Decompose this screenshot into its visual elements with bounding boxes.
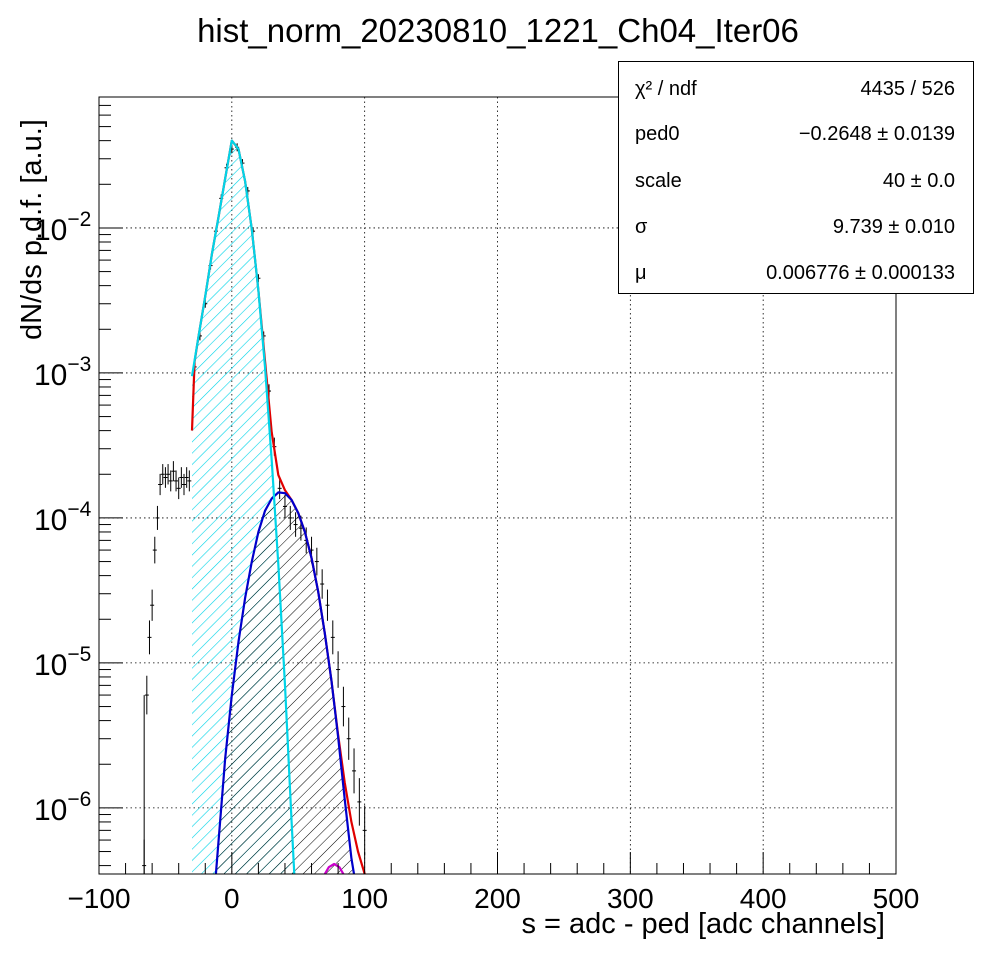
axis-ticks — [98, 96, 897, 874]
y-tick-label: 10−3 — [34, 353, 91, 392]
histogram-point — [293, 512, 298, 537]
histogram-point — [325, 589, 330, 621]
histogram-point — [144, 675, 149, 715]
fill-regions — [192, 140, 354, 874]
second_peak-fit-curve — [323, 862, 345, 874]
histogram-point — [147, 620, 152, 655]
histogram-point — [282, 494, 287, 518]
histogram-point — [314, 547, 319, 576]
stat-name: σ — [635, 216, 648, 238]
histogram-point — [182, 473, 187, 496]
x-tick-label: 500 — [873, 883, 920, 914]
histogram-point — [341, 686, 346, 727]
x-tick-label: 100 — [341, 883, 388, 914]
histogram-point — [152, 536, 157, 564]
y-axis-label: dN/ds p.d.f. [a.u.] — [16, 119, 48, 340]
stat-row-sigma: σ 9.739 ± 0.010 — [635, 216, 955, 246]
histogram-point — [336, 651, 341, 688]
histogram — [142, 143, 367, 874]
x-tick-label: 200 — [474, 883, 521, 914]
histogram-point — [160, 464, 165, 485]
x-tick-label: −100 — [67, 883, 130, 914]
histogram-point — [179, 467, 184, 488]
x-axis-label: s = adc - ped [adc channels] — [521, 908, 885, 940]
histogram-point — [357, 778, 362, 826]
stat-value: 4435 / 526 — [860, 78, 955, 100]
stat-name: χ² / ndf — [635, 78, 697, 100]
stat-value: 9.739 ± 0.010 — [832, 216, 955, 238]
histogram-point — [174, 470, 179, 492]
histogram-point — [150, 589, 155, 621]
y-tick-label: 10−5 — [34, 643, 91, 682]
x-tick-label: 400 — [740, 883, 787, 914]
fit-statistics-box: χ² / ndf 4435 / 526 ped0 −0.2648 ± 0.013… — [618, 61, 974, 294]
stat-row-scale: scale 40 ± 0.0 — [635, 170, 955, 200]
fit-curves — [190, 139, 366, 874]
histogram-point — [330, 620, 335, 655]
histogram-point — [171, 461, 176, 482]
histogram-point — [155, 505, 160, 530]
stat-value: 0.006776 ± 0.000133 — [766, 262, 955, 284]
histogram-point — [288, 505, 293, 530]
signal-fit-curve — [214, 491, 356, 874]
histogram-point — [320, 569, 325, 599]
stat-row-chi2: χ² / ndf 4435 / 526 — [635, 78, 955, 108]
stat-value: 40 ± 0.0 — [882, 170, 955, 192]
pedestal-fit-curve — [190, 139, 296, 874]
stat-row-mu: μ 0.006776 ± 0.000133 — [635, 262, 955, 292]
histogram-point — [168, 470, 173, 492]
histogram-point — [176, 477, 181, 500]
chart-title: hist_norm_20230810_1221_Ch04_Iter06 — [197, 12, 799, 49]
stat-name: ped0 — [635, 123, 680, 145]
histogram-point — [163, 467, 168, 488]
histogram-point — [166, 464, 171, 485]
stat-value: −0.2648 ± 0.0139 — [798, 123, 955, 145]
histogram-point — [362, 805, 367, 856]
histogram-point — [277, 477, 282, 500]
histogram-point — [346, 717, 351, 760]
histogram-point — [184, 467, 189, 488]
x-tick-label: 300 — [607, 883, 654, 914]
histogram-point — [158, 473, 163, 496]
y-tick-label: 10−4 — [34, 498, 92, 537]
x-tick-label: 0 — [224, 883, 240, 914]
histogram-point — [352, 748, 357, 794]
stat-name: μ — [635, 262, 647, 284]
histogram-point — [187, 470, 192, 492]
stat-name: scale — [635, 170, 682, 192]
stat-row-ped0: ped0 −0.2648 ± 0.0139 — [635, 123, 955, 153]
y-tick-label: 10−6 — [34, 788, 91, 827]
